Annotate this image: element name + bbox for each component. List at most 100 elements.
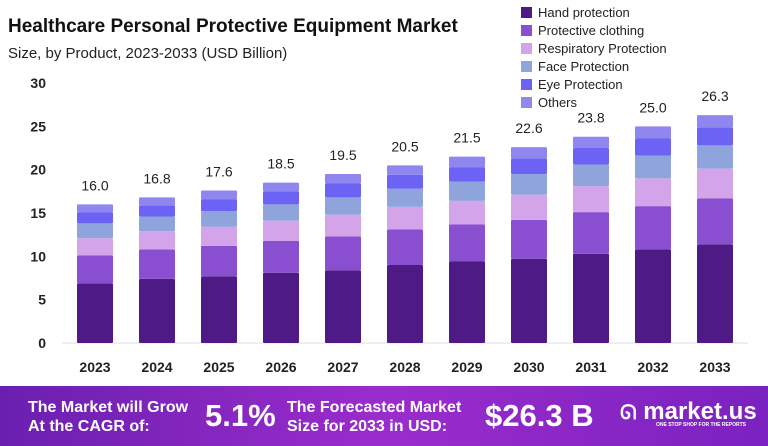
bar-segment [263, 220, 299, 241]
x-tick-label: 2025 [203, 359, 234, 375]
bar-segment [511, 194, 547, 220]
forecast-label-line1: The Forecasted Market [287, 399, 462, 416]
y-tick-label: 15 [30, 205, 46, 221]
x-tick-label: 2032 [637, 359, 668, 375]
bar-segment [635, 178, 671, 207]
bar-segment [139, 205, 175, 217]
forecast-label-line2: Size for 2033 in USD: [287, 418, 448, 435]
bar-segment [263, 204, 299, 221]
logo-icon: ᘏ [620, 402, 637, 424]
bar-segment [201, 245, 237, 277]
bar-segment [201, 190, 237, 200]
bar-segment [263, 191, 299, 205]
bar-segment [201, 211, 237, 227]
legend-label: Eye Protection [538, 76, 623, 92]
legend-item: Eye Protection [521, 75, 667, 93]
cagr-label: The Market will Grow At the CAGR of: [28, 398, 188, 436]
legend-label: Protective clothing [538, 22, 645, 38]
bar-segment [201, 226, 237, 246]
bar-segment [139, 197, 175, 206]
x-tick-label: 2030 [513, 359, 544, 375]
y-tick-label: 10 [30, 248, 46, 264]
total-label: 22.6 [515, 120, 542, 136]
x-tick-label: 2024 [141, 359, 172, 375]
total-label: 26.3 [701, 88, 728, 104]
bar-segment [77, 204, 113, 213]
bar-segment [139, 231, 175, 250]
summary-banner: The Market will Grow At the CAGR of: 5.1%… [0, 386, 768, 446]
legend-swatch [521, 6, 532, 18]
bar-segment [325, 270, 361, 343]
x-tick-label: 2026 [265, 359, 296, 375]
legend: Hand protection Protective clothing Respir… [521, 3, 667, 111]
total-label: 17.6 [205, 163, 232, 179]
bar-segment [449, 200, 485, 225]
bar-segment [139, 216, 175, 232]
bar-segment [325, 197, 361, 215]
bar-segment [325, 214, 361, 237]
forecast-label: The Forecasted Market Size for 2033 in US… [287, 398, 461, 436]
bar-segment [325, 236, 361, 271]
chart-subtitle: Size, by Product, 2023-2033 (USD Billion… [8, 45, 288, 62]
bar-segment [573, 164, 609, 187]
y-tick-label: 25 [30, 118, 46, 134]
bar-segment [139, 278, 175, 343]
market-us-logo: ᘏ market.us ONE STOP SHOP FOR THE REPORTS [620, 398, 757, 428]
bar-segment [697, 168, 733, 199]
legend-swatch [521, 42, 532, 54]
bar-segment [77, 223, 113, 239]
bar-segment [635, 249, 671, 343]
chart-title: Healthcare Personal Protective Equipment… [8, 16, 458, 37]
legend-swatch [521, 24, 532, 36]
bar-segment [387, 188, 423, 207]
bar-segment [449, 181, 485, 201]
bar-segment [449, 261, 485, 343]
bar-segment [77, 283, 113, 343]
bar-segment [573, 148, 609, 165]
bar-segment [449, 156, 485, 168]
bar-segment [387, 229, 423, 265]
bar-segment [635, 138, 671, 156]
legend-label: Hand protection [538, 4, 630, 20]
total-label: 16.0 [81, 177, 108, 193]
bar-segment [697, 198, 733, 245]
bar-segment [511, 258, 547, 343]
x-tick-label: 2029 [451, 359, 482, 375]
x-tick-label: 2033 [699, 359, 730, 375]
legend-item: Others [521, 93, 667, 111]
bar-segment [387, 265, 423, 343]
bar-segment [697, 127, 733, 146]
bar-segment [387, 206, 423, 230]
total-label: 23.8 [577, 110, 604, 126]
bar-segment [263, 182, 299, 192]
legend-item: Respiratory Protection [521, 39, 667, 57]
x-tick-label: 2031 [575, 359, 606, 375]
total-label: 25.0 [639, 99, 666, 115]
forecast-value: $26.3 B [485, 398, 594, 433]
total-label: 18.5 [267, 156, 294, 172]
legend-item: Face Protection [521, 57, 667, 75]
bar-segment [511, 158, 547, 174]
legend-swatch [521, 78, 532, 90]
total-label: 20.5 [391, 138, 418, 154]
legend-label: Others [538, 94, 578, 110]
y-tick-label: 5 [38, 292, 46, 308]
stacked-bar-chart: 05101520253016.0202316.8202417.6202518.5… [30, 75, 748, 375]
bar-segment [77, 212, 113, 224]
bar-segment [325, 174, 361, 184]
bar-segment [77, 238, 113, 256]
x-tick-label: 2027 [327, 359, 358, 375]
bar-segment [201, 199, 237, 212]
bar-segment [573, 136, 609, 148]
bar-segment [325, 183, 361, 198]
bar-segment [449, 167, 485, 182]
bar-segment [263, 272, 299, 343]
cagr-value: 5.1% [205, 398, 276, 433]
bar-segment [697, 244, 733, 343]
legend-item: Hand protection [521, 3, 667, 21]
bar-segment [635, 126, 671, 139]
y-tick-label: 20 [30, 162, 46, 178]
legend-label: Face Protection [538, 58, 630, 74]
bar-segment [511, 174, 547, 195]
bar-segment [635, 155, 671, 179]
